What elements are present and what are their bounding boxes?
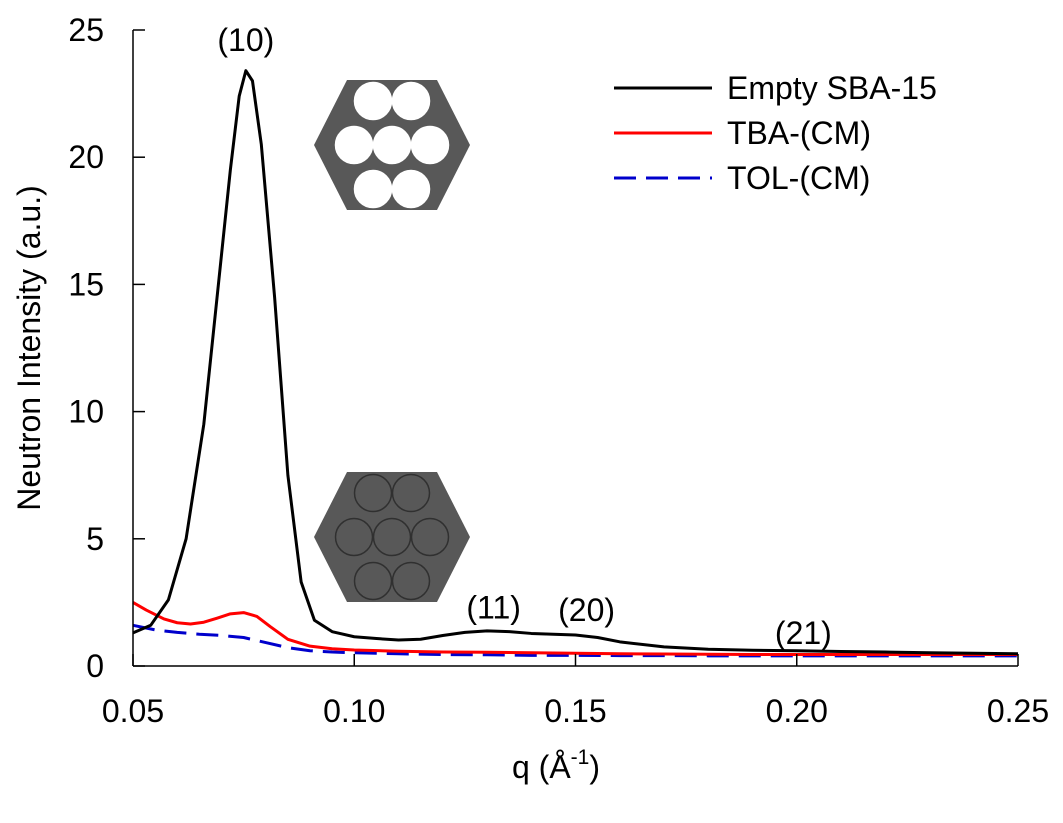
series-line-empty-sba-15 (132, 69, 1019, 656)
x-tick-label: 0.10 (323, 693, 385, 729)
axes-group (132, 30, 1018, 667)
y-axis-label: Neutron Intensity (a.u.) (11, 185, 47, 510)
peak-label: (11) (466, 589, 521, 625)
inset-illustrations (314, 80, 470, 602)
x-ticks: 0.05 0.10 0.15 0.20 0.25 (102, 654, 1049, 729)
series-line-tol-cm (132, 623, 1018, 658)
x-tick-label: 0.25 (987, 693, 1049, 729)
legend-label: TOL-(CM) (727, 160, 870, 196)
pore-circle (391, 81, 431, 121)
pore-circle (410, 517, 450, 557)
peak-label: (21) (775, 615, 832, 651)
pore-circle (410, 125, 450, 165)
filled-pores-hexagon (314, 472, 470, 602)
pore-circle (391, 561, 431, 601)
pore-circle (372, 517, 412, 557)
legend-label: TBA-(CM) (727, 115, 871, 151)
x-axis-label-main: q (Å (512, 749, 571, 785)
peak-label: (10) (217, 22, 274, 58)
y-tick-label: 15 (68, 266, 104, 302)
y-tick-label: 25 (68, 12, 104, 48)
pore-circle (334, 125, 374, 165)
x-axis-label-close: ) (589, 749, 600, 785)
pore-circle (353, 169, 393, 209)
pore-circle (353, 81, 393, 121)
y-tick-label: 20 (68, 139, 104, 175)
pore-circle (334, 517, 374, 557)
series-group (132, 69, 1019, 658)
x-tick-label: 0.20 (766, 693, 828, 729)
peak-label: (20) (558, 592, 615, 628)
y-tick-label: 0 (86, 648, 104, 684)
series-line-tba-cm (132, 601, 1018, 657)
pore-circle (372, 125, 412, 165)
y-ticks: 0 5 10 15 20 25 (68, 12, 145, 684)
y-tick-label: 5 (86, 521, 104, 557)
legend-label: Empty SBA-15 (727, 70, 937, 106)
x-tick-label: 0.05 (102, 693, 164, 729)
legend: Empty SBA-15 TBA-(CM) TOL-(CM) (614, 70, 937, 196)
pore-circle (391, 473, 431, 513)
x-axis-label: q (Å-1) (512, 746, 600, 785)
pore-circle (353, 561, 393, 601)
y-tick-label: 10 (68, 394, 104, 430)
peak-annotations: (10) (11) (20) (21) (217, 22, 831, 651)
pore-circle (391, 169, 431, 209)
empty-pores-hexagon (314, 80, 470, 210)
pore-circle (353, 473, 393, 513)
x-tick-label: 0.15 (544, 693, 606, 729)
x-axis-label-superscript: -1 (571, 746, 590, 769)
